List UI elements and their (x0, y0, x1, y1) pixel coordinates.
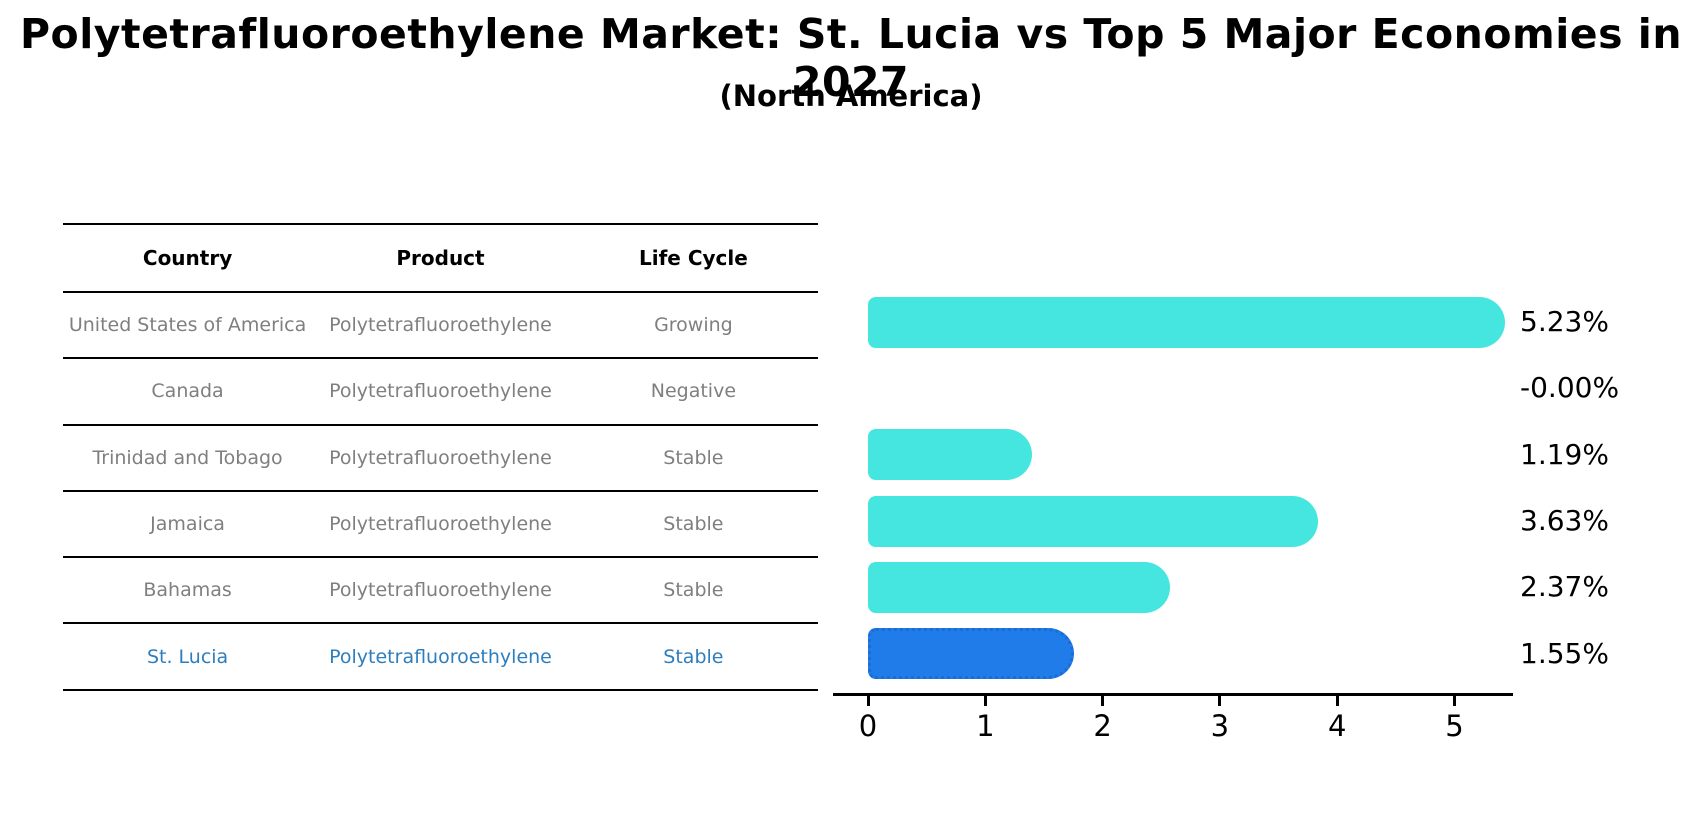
country-cell: Bahamas (143, 579, 232, 602)
value-label: -0.00% (1520, 371, 1620, 405)
country-cell: United States of America (68, 314, 307, 337)
bar (868, 561, 1170, 613)
header-country: Country (142, 246, 233, 270)
lifecycle-cell: Stable (663, 446, 724, 469)
chart-subtitle: (North America) (719, 79, 983, 113)
product-cell: Polytetrafluoroethylene (329, 579, 552, 602)
x-axis-tick (1453, 696, 1456, 706)
bar (868, 296, 1506, 348)
bar (868, 495, 1318, 547)
value-label: 1.19% (1520, 437, 1609, 471)
x-axis-tick-label: 0 (858, 709, 878, 743)
value-label: 1.55% (1520, 636, 1609, 670)
data-table: Country Product Life Cycle United States… (63, 223, 818, 691)
product-cell: Polytetrafluoroethylene (329, 380, 552, 403)
x-axis-tick (1101, 696, 1105, 706)
value-label: 3.63% (1520, 504, 1609, 538)
x-axis-tick-label: 4 (1327, 709, 1347, 743)
product-cell: Polytetrafluoroethylene (329, 513, 552, 536)
table-row: Bahamas Polytetrafluoroethylene Stable (63, 558, 818, 625)
x-axis-tick (1218, 696, 1222, 706)
x-axis-tick (983, 696, 987, 706)
x-axis-line (833, 693, 1513, 696)
country-cell: Canada (151, 380, 224, 403)
table-row: Trinidad and Tobago Polytetrafluoroethyle… (63, 426, 818, 492)
header-lifecycle: Life Cycle (638, 246, 748, 270)
lifecycle-cell: Stable (663, 645, 724, 668)
lifecycle-cell: Stable (663, 579, 724, 602)
x-axis-tick-label: 5 (1445, 709, 1464, 743)
country-cell: Trinidad and Tobago (92, 446, 283, 469)
country-cell: St. Lucia (146, 645, 229, 668)
table-row: United States of America Polytetrafluoroe… (63, 293, 818, 360)
country-cell: Jamaica (150, 513, 225, 536)
x-axis-tick-label: 1 (976, 709, 995, 743)
x-axis-tick-label: 2 (1093, 709, 1112, 743)
product-cell: Polytetrafluoroethylene (329, 645, 552, 668)
product-cell: Polytetrafluoroethylene (329, 314, 552, 337)
value-label: 5.23% (1520, 305, 1609, 338)
header-product: Product (396, 246, 485, 270)
table-row: Jamaica Polytetrafluoroethylene Stable (63, 492, 818, 559)
x-axis-tick (1335, 696, 1339, 706)
lifecycle-cell: Negative (650, 380, 737, 403)
bar (868, 429, 1032, 481)
lifecycle-cell: Growing (654, 314, 733, 337)
table-row: St. Lucia Polytetrafluoroethylene Stable (63, 624, 818, 691)
bar-highlight (868, 628, 1074, 680)
chart-title: Polytetrafluoroethylene Market: St. Luci… (19, 10, 1683, 106)
table-body: United States of America Polytetrafluoroe… (63, 293, 818, 691)
table-header-row: Country Product Life Cycle (63, 225, 818, 293)
x-axis-tick-label: 3 (1210, 709, 1230, 743)
value-label: 2.37% (1520, 570, 1609, 604)
lifecycle-cell: Stable (663, 513, 724, 536)
table-row: Canada Polytetrafluoroethylene Negative (63, 359, 818, 426)
product-cell: Polytetrafluoroethylene (329, 446, 552, 469)
x-axis-tick (866, 696, 870, 706)
